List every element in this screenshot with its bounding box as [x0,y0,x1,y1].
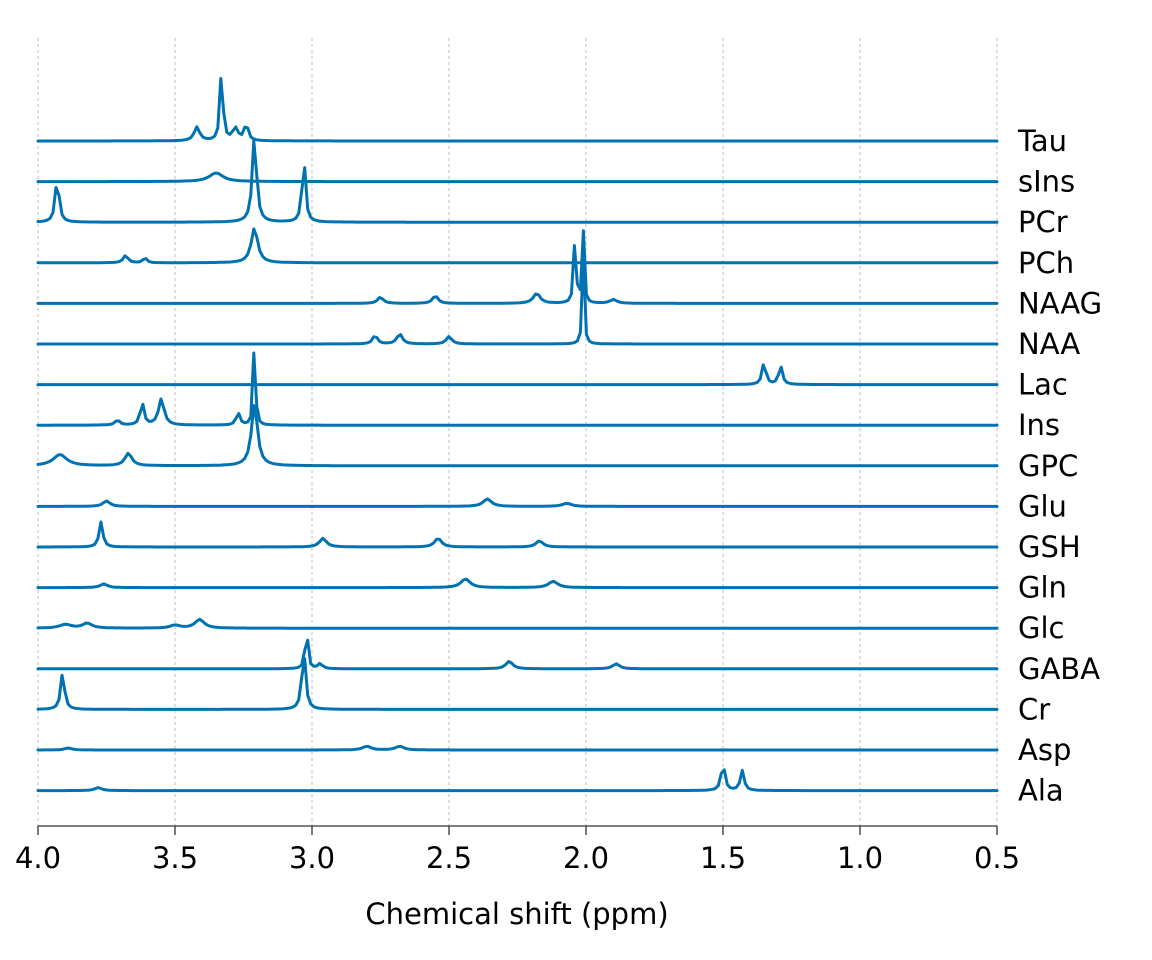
spectrum-trace-lac [36,363,999,387]
spectrum-trace-gaba [36,638,999,671]
spectrum-trace-gpc [36,404,999,468]
spectrum-trace-glu [36,497,999,508]
series-label-glc: Glc [1018,611,1064,645]
series-label-gln: Gln [1018,571,1067,605]
x-tick-label: 1.5 [700,841,746,875]
spectrum-trace-ala [36,768,999,793]
x-tick-label: 2.5 [426,841,472,875]
spectrum-trace-glc [36,617,999,630]
spectrum-trace-pch [36,227,999,265]
spectra-traces [36,77,999,793]
spectrum-trace-gln [36,577,999,590]
x-axis: 4.0 3.5 3.0 2.5 2.0 1.5 1.0 0.5 [15,825,1020,875]
x-tick-label: 1.0 [837,841,883,875]
spectrum-trace-ins [36,351,999,427]
series-label-ins: Ins [1018,408,1060,442]
series-label-sins: sIns [1018,165,1075,199]
series-label-ala: Ala [1018,774,1064,808]
series-label-gaba: GABA [1018,652,1100,686]
series-label-gpc: GPC [1018,449,1078,483]
x-tick-label: 2.0 [563,841,609,875]
series-label-tau: Tau [1017,124,1067,158]
series-label-glu: Glu [1018,489,1067,523]
spectrum-trace-gsh [36,520,999,549]
series-label-naa: NAA [1018,327,1080,361]
x-axis-label: Chemical shift (ppm) [365,897,668,931]
series-label-gsh: GSH [1018,530,1081,564]
spectrum-trace-pcr [36,139,999,224]
series-label-cr: Cr [1018,692,1050,726]
x-tick-label: 0.5 [974,841,1020,875]
x-tick-label: 3.5 [152,841,198,875]
series-labels: Tau sIns PCr PCh NAAG NAA Lac Ins GPC Glu GSH Gln Gl… [1017,124,1102,808]
x-tick-label: 4.0 [15,841,61,875]
series-label-asp: Asp [1018,733,1071,767]
spectrum-trace-asp [36,744,999,752]
spectrum-trace-cr [36,657,999,711]
spectrum-trace-naag [36,229,999,305]
x-tick-label: 3.0 [289,841,335,875]
series-label-pch: PCh [1018,246,1074,280]
spectrum-trace-sins [36,171,999,184]
series-label-lac: Lac [1018,368,1068,402]
grid-lines [37,38,998,826]
series-label-pcr: PCr [1018,205,1068,239]
series-label-naag: NAAG [1018,286,1102,320]
spectrum-trace-tau [36,77,999,143]
spectrum-trace-naa [36,254,999,346]
